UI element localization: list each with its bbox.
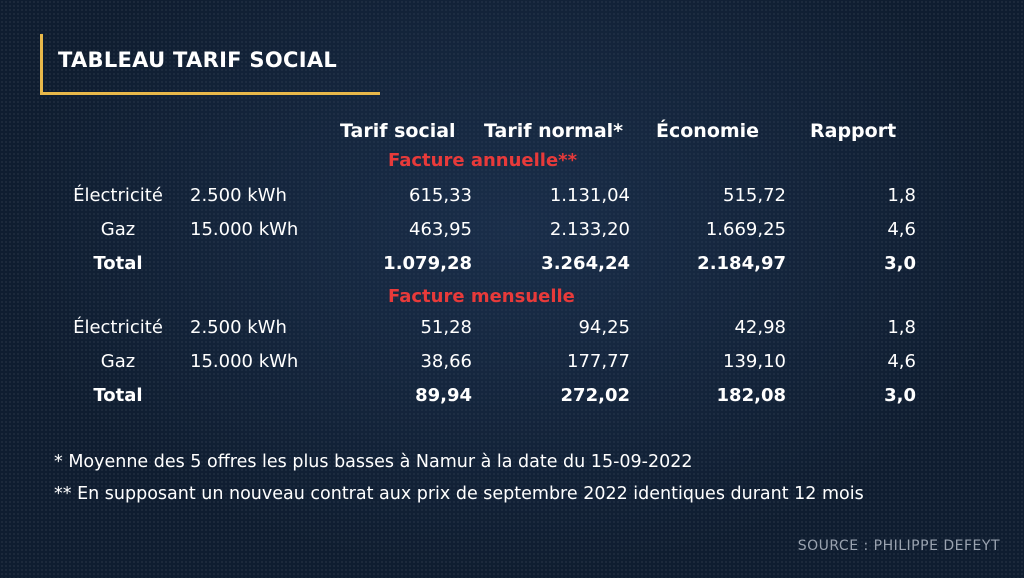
- footnote-2: ** En supposant un nouveau contrat aux p…: [54, 484, 864, 504]
- page-title: TABLEAU TARIF SOCIAL: [58, 48, 338, 72]
- row-quantity: [190, 252, 310, 276]
- cell-tarif-normal: 3.264,24: [541, 253, 630, 274]
- cell-tarif-normal: 1.131,04: [549, 185, 630, 206]
- cell-rapport: 1,8: [887, 317, 916, 338]
- cell-economie: 2.184,97: [697, 253, 786, 274]
- header-rapport: Rapport: [810, 120, 897, 142]
- title-frame: TABLEAU TARIF SOCIAL: [40, 34, 380, 95]
- cell-rapport: 1,8: [887, 185, 916, 206]
- row-label: Total: [93, 253, 143, 274]
- row-label: Électricité: [73, 185, 163, 206]
- header-economie: Économie: [656, 120, 760, 142]
- section-heading: Facture annuelle**: [388, 150, 577, 171]
- cell-tarif-normal: 94,25: [578, 317, 630, 338]
- cell-rapport: 4,6: [887, 219, 916, 240]
- row-label: Total: [93, 385, 143, 406]
- cell-rapport: 3,0: [884, 253, 916, 274]
- footnote-1: * Moyenne des 5 offres les plus basses à…: [54, 452, 693, 472]
- cell-economie: 139,10: [723, 351, 786, 372]
- cell-rapport: 4,6: [887, 351, 916, 372]
- source-credit: SOURCE : PHILIPPE DEFEYT: [797, 538, 1000, 554]
- row-quantity: 2.500 kWh: [190, 185, 287, 206]
- cell-tarif-social: 89,94: [415, 385, 472, 406]
- row-quantity: [190, 384, 310, 408]
- cell-economie: 42,98: [734, 317, 786, 338]
- row-label: Gaz: [100, 219, 136, 240]
- cell-tarif-social: 51,28: [420, 317, 472, 338]
- cell-tarif-normal: 272,02: [560, 385, 630, 406]
- cell-tarif-normal: 2.133,20: [549, 219, 630, 240]
- title-frame-underline: [40, 92, 380, 95]
- cell-rapport: 3,0: [884, 385, 916, 406]
- cell-economie: 515,72: [723, 185, 786, 206]
- cell-economie: 182,08: [716, 385, 786, 406]
- header-tarif-social: Tarif social: [340, 120, 456, 142]
- cell-tarif-normal: 177,77: [567, 351, 630, 372]
- row-label: Gaz: [100, 351, 136, 372]
- cell-economie: 1.669,25: [705, 219, 786, 240]
- section-heading: Facture mensuelle: [388, 286, 575, 307]
- row-quantity: 15.000 kWh: [190, 351, 299, 372]
- cell-tarif-social: 463,95: [409, 219, 472, 240]
- cell-tarif-social: 1.079,28: [383, 253, 472, 274]
- title-frame-vertical-line: [40, 34, 43, 94]
- cell-tarif-social: 615,33: [409, 185, 472, 206]
- row-label: Électricité: [73, 317, 163, 338]
- header-tarif-normal: Tarif normal*: [484, 120, 624, 142]
- row-quantity: 15.000 kWh: [190, 219, 299, 240]
- cell-tarif-social: 38,66: [420, 351, 472, 372]
- row-quantity: 2.500 kWh: [190, 317, 287, 338]
